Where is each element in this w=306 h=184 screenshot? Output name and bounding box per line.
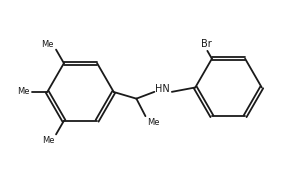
Text: Me: Me bbox=[42, 136, 55, 145]
Text: Me: Me bbox=[41, 40, 54, 49]
Text: Me: Me bbox=[17, 88, 30, 96]
Text: HN: HN bbox=[155, 84, 170, 94]
Text: Br: Br bbox=[201, 39, 212, 49]
Text: Me: Me bbox=[147, 118, 159, 127]
